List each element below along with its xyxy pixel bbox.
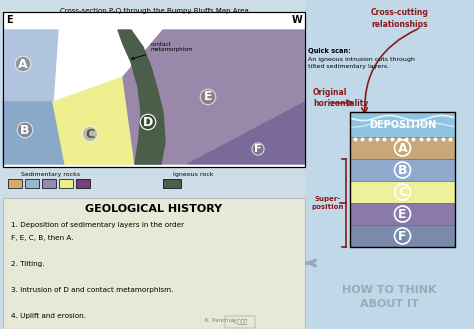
Polygon shape (123, 30, 305, 164)
Text: 4. Uplift and erosion.: 4. Uplift and erosion. (11, 313, 86, 319)
Polygon shape (3, 30, 58, 102)
Polygon shape (53, 77, 135, 164)
Text: W: W (291, 15, 302, 25)
Text: 1. Deposition of sedimentary layers in the order: 1. Deposition of sedimentary layers in t… (11, 222, 184, 228)
Polygon shape (118, 30, 165, 164)
Polygon shape (3, 102, 65, 164)
Bar (25, 179, 39, 188)
Bar (350, 225, 455, 247)
Bar (8, 179, 22, 188)
Bar (350, 203, 455, 225)
Text: 2. Tilting.: 2. Tilting. (11, 261, 45, 267)
Text: A: A (398, 141, 407, 155)
Text: F: F (398, 230, 407, 242)
Text: Original
horizontality: Original horizontality (313, 88, 368, 108)
Text: E: E (398, 208, 407, 220)
Bar (3, 12, 305, 167)
Text: ©ⓤⓢⓐ: ©ⓤⓢⓐ (232, 319, 247, 325)
Text: Cross-cutting
relationships: Cross-cutting relationships (371, 8, 429, 29)
Text: C: C (85, 128, 94, 140)
Bar (3, 198, 305, 329)
Text: D: D (143, 115, 153, 129)
Text: E: E (6, 15, 13, 25)
Text: DEPOSITION: DEPOSITION (369, 120, 436, 130)
Bar (305, 0, 474, 329)
Text: C: C (398, 186, 407, 198)
Text: F: F (254, 144, 262, 154)
Bar (76, 179, 90, 188)
Text: F, E, C, B, then A.: F, E, C, B, then A. (11, 235, 73, 241)
Bar (350, 159, 455, 181)
Text: contact
metamorphism: contact metamorphism (132, 41, 193, 59)
Text: Cross-section P-Q through the Bumpy Bluffs Map Area: Cross-section P-Q through the Bumpy Bluf… (60, 8, 248, 14)
Bar (350, 112, 455, 137)
Bar (3, 12, 305, 167)
Bar (350, 137, 455, 159)
Text: Sedimentary rocks: Sedimentary rocks (21, 172, 81, 177)
Bar (163, 179, 181, 188)
Text: B: B (398, 164, 407, 176)
Bar (225, 316, 255, 328)
Text: K. Panchuk: K. Panchuk (205, 317, 235, 322)
Text: Igneous rock: Igneous rock (173, 172, 213, 177)
Polygon shape (188, 102, 305, 164)
Text: 3. Intrusion of D and contact metamorphism.: 3. Intrusion of D and contact metamorphi… (11, 287, 173, 293)
Text: A: A (18, 58, 28, 70)
Text: An igneous intrusion cuts through
tilted sedimentary layers.: An igneous intrusion cuts through tilted… (308, 57, 415, 69)
Bar (42, 179, 56, 188)
Text: Super-
position: Super- position (312, 196, 344, 210)
Text: Quick scan:: Quick scan: (308, 48, 351, 54)
Bar (350, 112, 455, 247)
Bar (59, 179, 73, 188)
Text: HOW TO THINK
ABOUT IT: HOW TO THINK ABOUT IT (342, 285, 437, 309)
Text: B: B (20, 123, 30, 137)
Bar (350, 181, 455, 203)
Text: GEOLOGICAL HISTORY: GEOLOGICAL HISTORY (85, 204, 223, 214)
Text: E: E (204, 90, 212, 104)
